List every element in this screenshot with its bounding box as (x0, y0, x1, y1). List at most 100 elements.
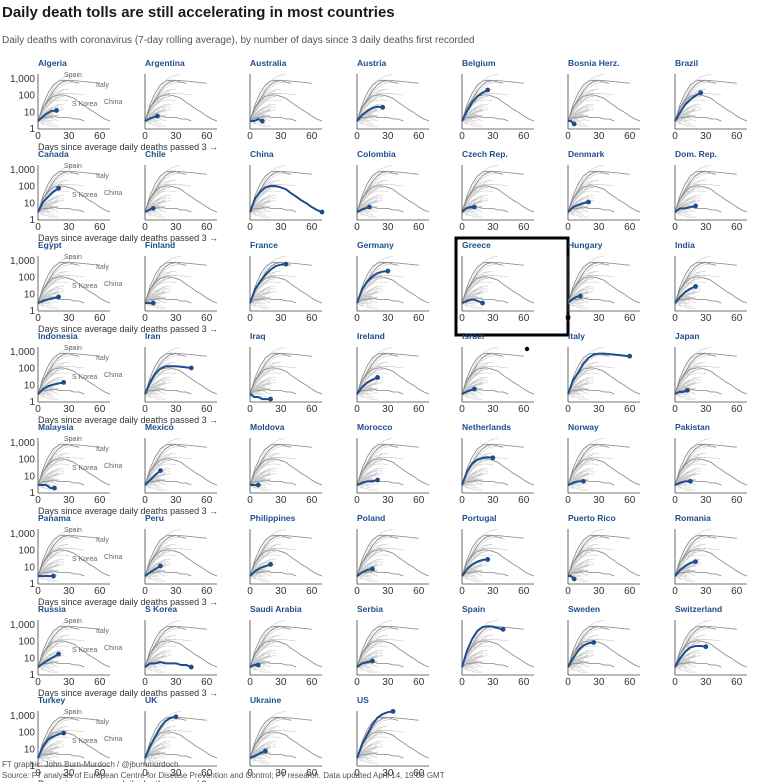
panel-title: UK (145, 695, 158, 705)
x-tick-label: 60 (731, 313, 743, 324)
background-series-line (356, 281, 388, 304)
series-end-point (188, 365, 194, 371)
x-tick-label: 60 (624, 495, 636, 506)
series-end-point (385, 268, 391, 274)
highlight-series-line (37, 653, 60, 668)
series-end-point (255, 662, 261, 668)
x-tick-label: 30 (700, 677, 712, 688)
ref-label-china: China (104, 554, 122, 561)
background-series-line (567, 575, 589, 582)
panel-title: Serbia (357, 604, 383, 614)
x-tick-label: 60 (94, 495, 106, 506)
panel-title: Brazil (675, 58, 698, 68)
background-series-line (37, 746, 59, 759)
background-series-line (356, 645, 388, 668)
panel-argentina: Argentina 0 30 60 (142, 58, 218, 142)
panel-title: Argentina (145, 58, 185, 68)
x-tick-label: 60 (306, 768, 318, 779)
x-tick-label: 30 (170, 404, 182, 415)
x-tick-label: 30 (170, 677, 182, 688)
x-tick-label: 0 (142, 313, 148, 324)
x-tick-label: 0 (247, 677, 253, 688)
background-series-line (674, 197, 696, 213)
highlight-series-line (356, 376, 378, 395)
x-tick-label: 30 (487, 404, 499, 415)
panel-title: S Korea (145, 604, 177, 614)
x-axis-label: Days since average daily deaths passed 3… (38, 233, 218, 243)
background-series-line (144, 463, 176, 486)
background-series-line (37, 757, 59, 764)
x-tick-label: 30 (63, 313, 75, 324)
background-series-line (567, 473, 589, 486)
x-tick-label: 0 (459, 495, 465, 506)
x-tick-label: 30 (593, 586, 605, 597)
reference-series-line (674, 535, 737, 577)
panel-sweden: Sweden 0 30 60 (565, 604, 641, 688)
panel-dom-rep-: Dom. Rep. 0 30 60 (672, 149, 748, 233)
y-tick-label: 1 (29, 579, 35, 590)
panel-title: Puerto Rico (568, 513, 616, 523)
x-tick-label: 60 (413, 768, 425, 779)
highlight-series-line (37, 381, 64, 395)
background-series-line (461, 470, 483, 486)
reference-series-line (37, 717, 100, 759)
x-tick-label: 30 (275, 495, 287, 506)
reference-series-line (37, 479, 85, 486)
x-tick-label: 30 (593, 222, 605, 233)
x-tick-label: 30 (700, 495, 712, 506)
background-series-line (356, 554, 388, 577)
background-series-line (144, 757, 166, 764)
reference-series-line (356, 626, 419, 668)
reference-series-line (144, 443, 187, 486)
background-series-line (674, 484, 696, 491)
panel-japan: Japan 0 30 60 (672, 331, 748, 415)
panel-s-korea: S Korea 0 30 60 (142, 604, 218, 688)
reference-series-line (674, 297, 722, 304)
reference-series-line (37, 261, 80, 304)
background-series-line (461, 382, 483, 395)
panel-indonesia: Indonesia 1 10 100 1,000 Spain Italy S Korea Chi… (10, 331, 218, 425)
x-tick-label: 30 (382, 131, 394, 142)
panel-title: Portugal (462, 513, 496, 523)
panel-serbia: Serbia 0 30 60 (354, 604, 430, 688)
x-tick-label: 0 (672, 495, 678, 506)
panel-title: Spain (462, 604, 485, 614)
ref-label-italy: Italy (96, 82, 109, 89)
background-series-line (37, 104, 64, 122)
background-series-line (567, 211, 589, 218)
highlight-series-line (144, 565, 161, 577)
reference-series-line (567, 94, 641, 122)
panel-finland: Finland 0 30 60 (142, 240, 218, 324)
x-tick-label: 0 (35, 586, 41, 597)
background-series-line (356, 470, 378, 486)
series-end-point (56, 185, 61, 191)
background-series-line (37, 652, 59, 668)
panel-turkey: Turkey 1 10 100 1,000 Spain Italy S Korea China 0… (10, 695, 218, 782)
x-tick-label: 30 (382, 222, 394, 233)
series-end-point (586, 199, 591, 205)
background-series-line (144, 559, 171, 577)
reference-series-line (37, 262, 100, 304)
reference-series-line (356, 388, 404, 395)
reference-series-line (356, 625, 399, 668)
reference-series-line (144, 171, 207, 213)
reference-series-line (37, 367, 111, 395)
x-tick-label: 30 (700, 131, 712, 142)
reference-series-line (144, 716, 187, 759)
y-tick-label: 10 (24, 107, 36, 118)
reference-series-line (674, 115, 722, 122)
panel-germany: Germany 0 30 60 (354, 240, 430, 324)
y-tick-label: 10 (24, 471, 36, 482)
reference-series-line (144, 79, 187, 122)
panel-title: Finland (145, 240, 175, 250)
x-tick-label: 60 (201, 313, 213, 324)
background-series-line (461, 554, 493, 577)
background-series-line (461, 377, 488, 395)
x-tick-label: 0 (142, 768, 148, 779)
x-tick-label: 60 (94, 313, 106, 324)
highlight-series-line (674, 204, 696, 213)
x-tick-label: 30 (275, 677, 287, 688)
reference-series-line (37, 443, 80, 486)
ref-label-spain: Spain (64, 163, 82, 170)
background-series-line (249, 197, 271, 213)
